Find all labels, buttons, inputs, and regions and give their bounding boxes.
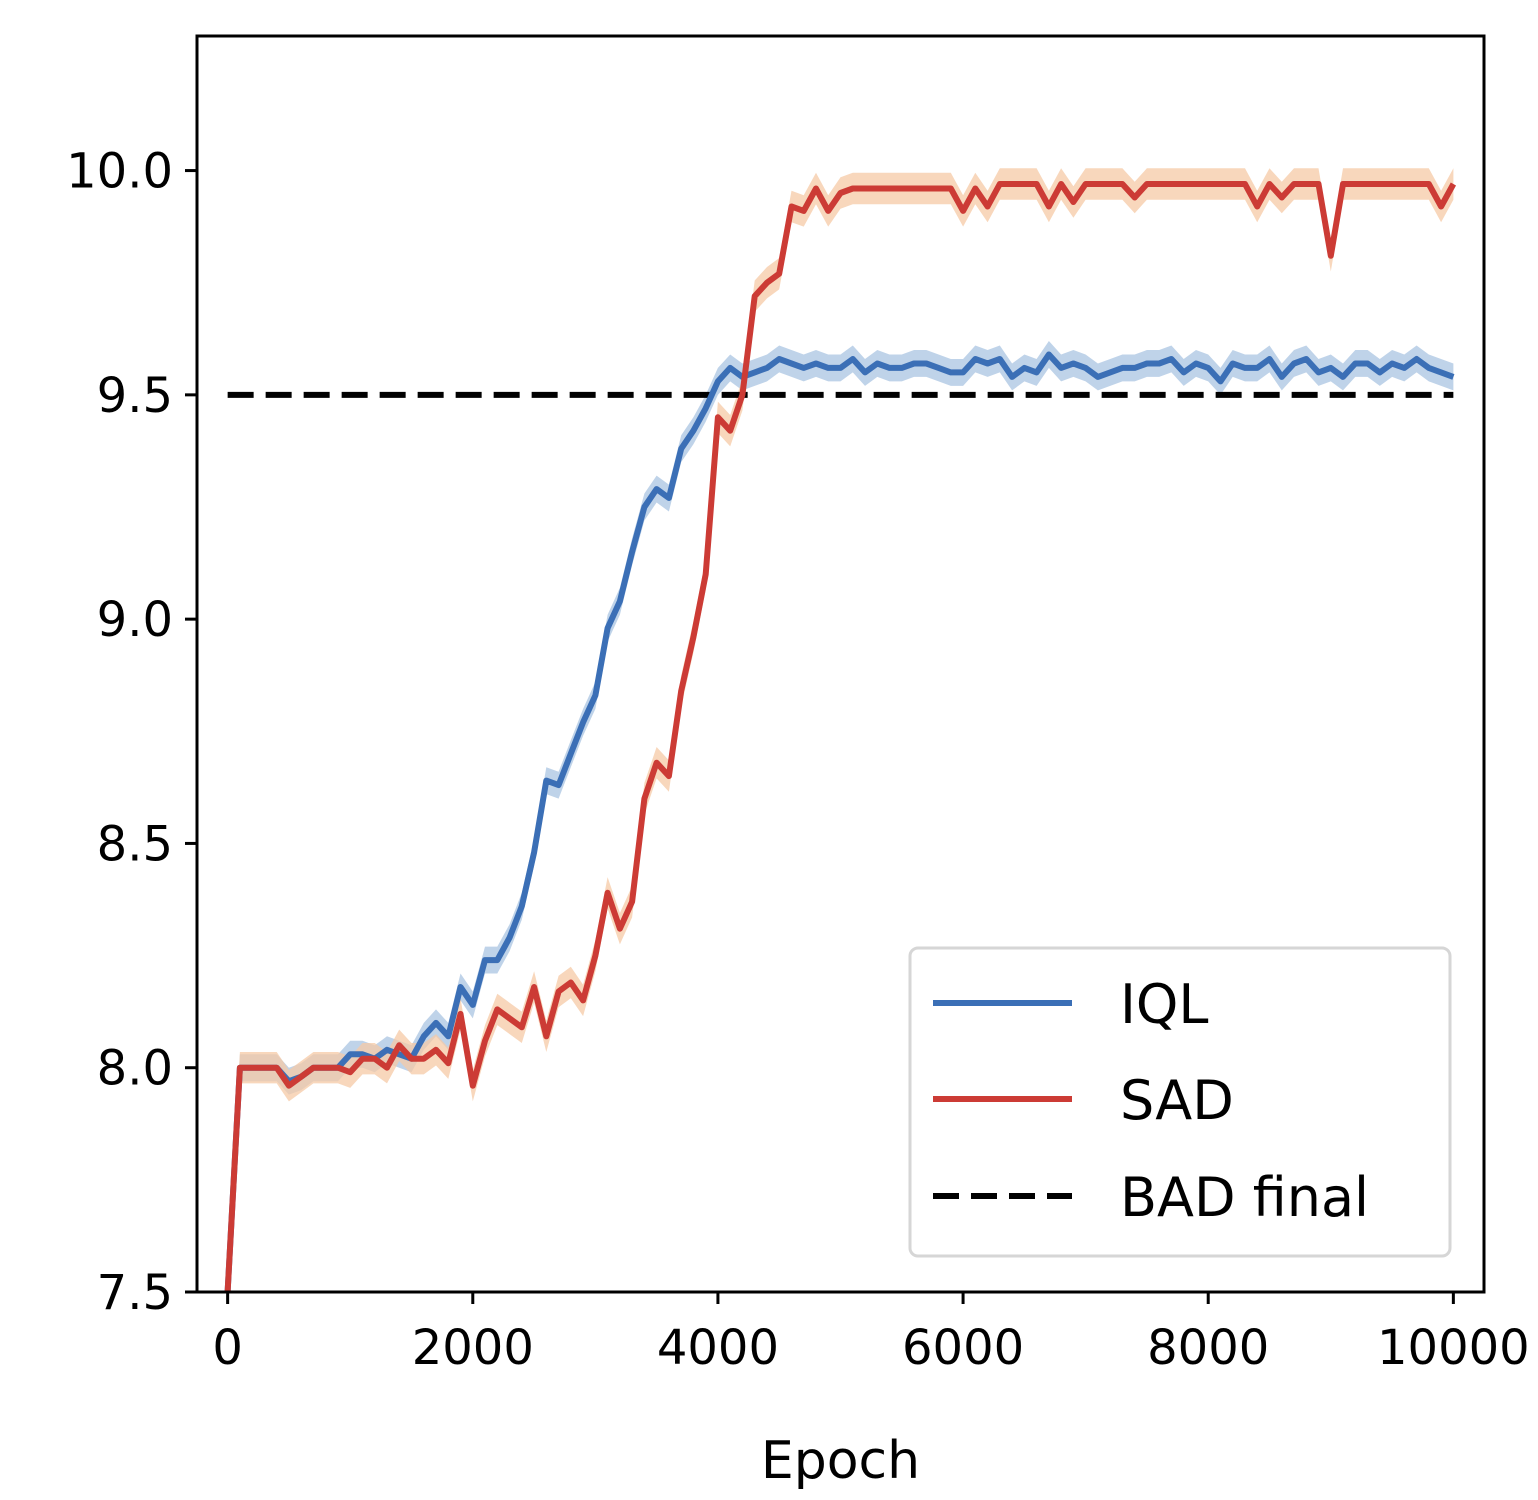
series-line-sad <box>224 181 1457 1292</box>
y-tick-label: 9.5 <box>97 368 173 424</box>
y-tick-label: 10.0 <box>66 144 173 200</box>
legend-label-sad: SAD <box>1120 1069 1234 1132</box>
series-line-iql <box>224 351 1455 1292</box>
y-tick-label: 8.5 <box>97 816 173 872</box>
x-axis-label: Epoch <box>761 1431 920 1491</box>
x-tick-label: 6000 <box>902 1320 1024 1376</box>
legend-label-bad-final: BAD final <box>1120 1166 1369 1229</box>
x-tick-label: 10000 <box>1377 1320 1530 1376</box>
x-tick-label: 0 <box>212 1320 243 1376</box>
y-tick-label: 9.0 <box>97 592 173 648</box>
plot-area <box>224 168 1457 1292</box>
legend-label-iql: IQL <box>1120 973 1209 1036</box>
legend: IQL SAD BAD final <box>908 946 1452 1258</box>
axes-frame <box>195 34 1486 1294</box>
x-axis: 0 2000 4000 6000 8000 10000 <box>212 1292 1530 1376</box>
x-tick-label: 2000 <box>412 1320 534 1376</box>
legend-box <box>908 946 1452 1258</box>
y-axis: 7.5 8.0 8.5 9.0 9.5 10.0 <box>66 144 197 1321</box>
y-tick-label: 7.5 <box>97 1265 173 1321</box>
y-tick-label: 8.0 <box>97 1041 173 1097</box>
x-tick-label: 4000 <box>657 1320 779 1376</box>
x-tick-label: 8000 <box>1147 1320 1269 1376</box>
